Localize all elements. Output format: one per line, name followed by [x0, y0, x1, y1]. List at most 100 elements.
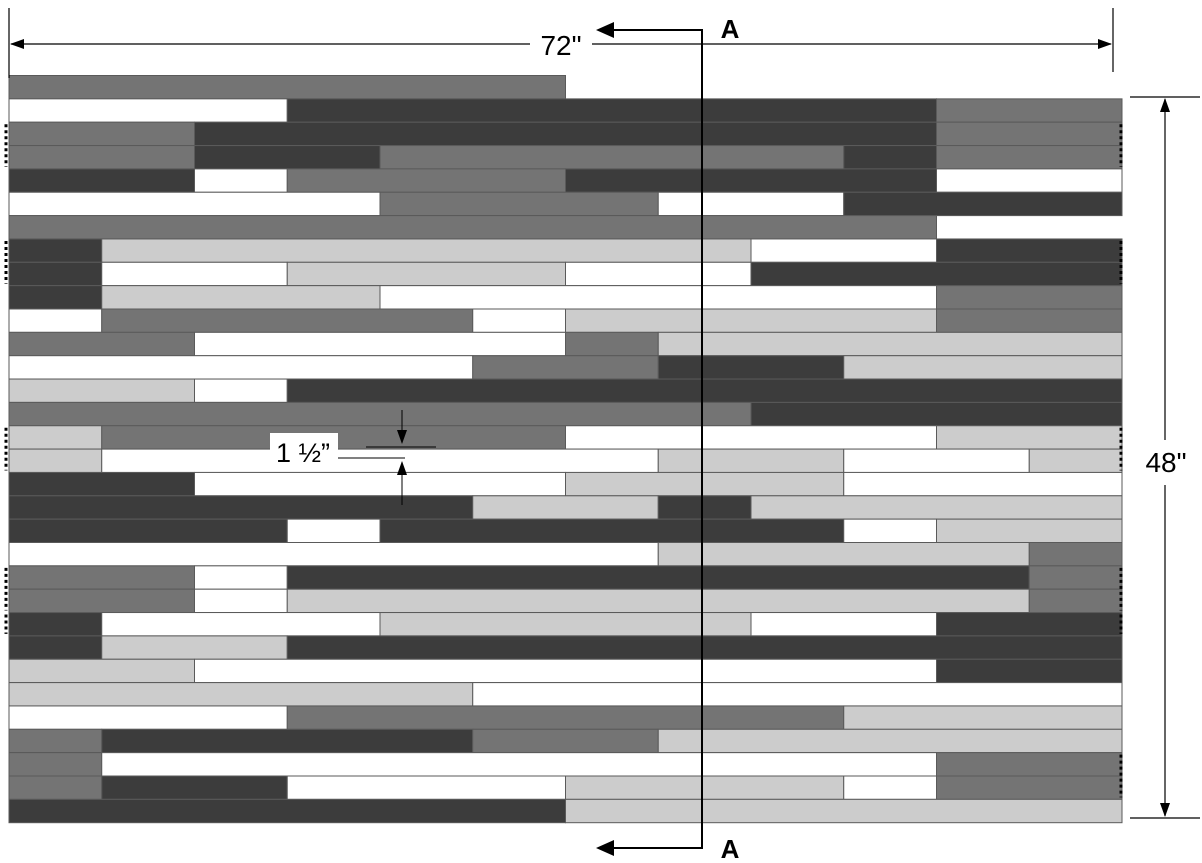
- board-segment: [565, 331, 659, 357]
- board-segment: [101, 612, 381, 637]
- board-segment: [843, 448, 1030, 473]
- board-segment: [8, 542, 659, 567]
- board-segment: [8, 401, 752, 427]
- board-segment: [8, 75, 566, 100]
- board-segment: [101, 285, 381, 310]
- board-segment: [750, 612, 937, 637]
- board-segment: [565, 308, 937, 333]
- board-segment: [8, 775, 103, 800]
- board-segment: [472, 495, 659, 520]
- board-segment: [8, 471, 195, 497]
- board-segment: [936, 518, 1123, 544]
- board-segment: [843, 705, 1123, 730]
- board-segment: [286, 705, 845, 730]
- board-segment: [472, 308, 566, 333]
- board-segment: [8, 168, 195, 193]
- board-segment: [936, 308, 1123, 333]
- board-segment: [286, 565, 1030, 590]
- board-segment: [286, 518, 381, 544]
- section-line-a: A A: [596, 14, 740, 863]
- board-segment: [8, 612, 103, 637]
- board-segment: [101, 635, 288, 660]
- board-segment: [565, 168, 937, 193]
- board-segment: [101, 775, 288, 800]
- board-segment: [8, 238, 103, 263]
- height-dimension-label: 48": [1145, 447, 1186, 478]
- board-segment: [936, 238, 1123, 263]
- board-segment: [8, 261, 103, 287]
- board-segment: [8, 705, 288, 730]
- board-segment: [750, 495, 1123, 520]
- board-segment: [194, 331, 566, 357]
- board-width-label: 1 ½”: [276, 438, 330, 468]
- board-segment: [379, 191, 659, 217]
- board-segment: [843, 191, 1123, 217]
- board-segment: [101, 238, 752, 263]
- board-segment: [286, 775, 566, 800]
- board-segment: [936, 168, 1123, 193]
- board-segment: [8, 658, 195, 684]
- board-segment: [936, 752, 1123, 777]
- board-segment: [8, 495, 474, 520]
- board-segment: [936, 775, 1123, 800]
- board-segment: [8, 145, 195, 170]
- board-segment: [8, 728, 103, 754]
- board-segment: [8, 448, 103, 473]
- board-segment: [657, 542, 1030, 567]
- board-segment: [843, 518, 937, 544]
- board-segment: [194, 471, 566, 497]
- board-segment: [8, 752, 103, 777]
- board-segment: [936, 121, 1123, 147]
- section-marker-top: A: [721, 14, 740, 44]
- board-segment: [379, 285, 937, 310]
- board-segment: [101, 728, 474, 754]
- board-segment: [657, 355, 845, 380]
- board-segment: [8, 285, 103, 310]
- board-segment: [8, 191, 381, 217]
- board-segment: [657, 448, 845, 473]
- edge-joint-marks: [4, 124, 1123, 798]
- board-segment: [565, 775, 845, 800]
- board-segment: [286, 168, 566, 193]
- board-segment: [657, 728, 1123, 754]
- board-segment: [750, 238, 937, 263]
- board-segment: [565, 425, 937, 450]
- board-segment: [472, 728, 659, 754]
- board-segment: [657, 191, 845, 217]
- board-segment: [286, 261, 566, 287]
- board-segment: [194, 588, 288, 614]
- board-segment: [194, 121, 937, 147]
- board-segment: [936, 425, 1123, 450]
- board-segment: [8, 355, 474, 380]
- board-segment: [286, 588, 1030, 614]
- board-segment: [8, 378, 195, 403]
- board-segment: [286, 378, 1123, 403]
- board-segment: [750, 401, 1123, 427]
- board-segment: [936, 658, 1123, 684]
- board-segment: [8, 425, 103, 450]
- board-segment: [194, 565, 288, 590]
- board-segment: [8, 98, 288, 123]
- board-segment: [8, 565, 195, 590]
- board-segment: [657, 331, 1123, 357]
- board-segment: [843, 145, 937, 170]
- board-segment: [194, 378, 288, 403]
- board-segment: [8, 588, 195, 614]
- section-arrow-bottom-icon: [596, 840, 614, 856]
- board-segment: [8, 635, 103, 660]
- board-segment: [8, 215, 937, 240]
- board-segment: [843, 471, 1123, 497]
- board-segment: [657, 495, 752, 520]
- board-width-label-background: [270, 433, 338, 469]
- board-segment: [1028, 565, 1123, 590]
- section-cut-line: [600, 29, 703, 849]
- board-segment: [1028, 542, 1123, 567]
- board-segment: [936, 285, 1123, 310]
- height-dimension: 48": [1130, 96, 1200, 819]
- board-segment: [936, 612, 1123, 637]
- board-segment: [194, 168, 288, 193]
- board-segment: [565, 798, 1123, 824]
- board-segment: [1028, 588, 1123, 614]
- board-segment: [1028, 448, 1123, 473]
